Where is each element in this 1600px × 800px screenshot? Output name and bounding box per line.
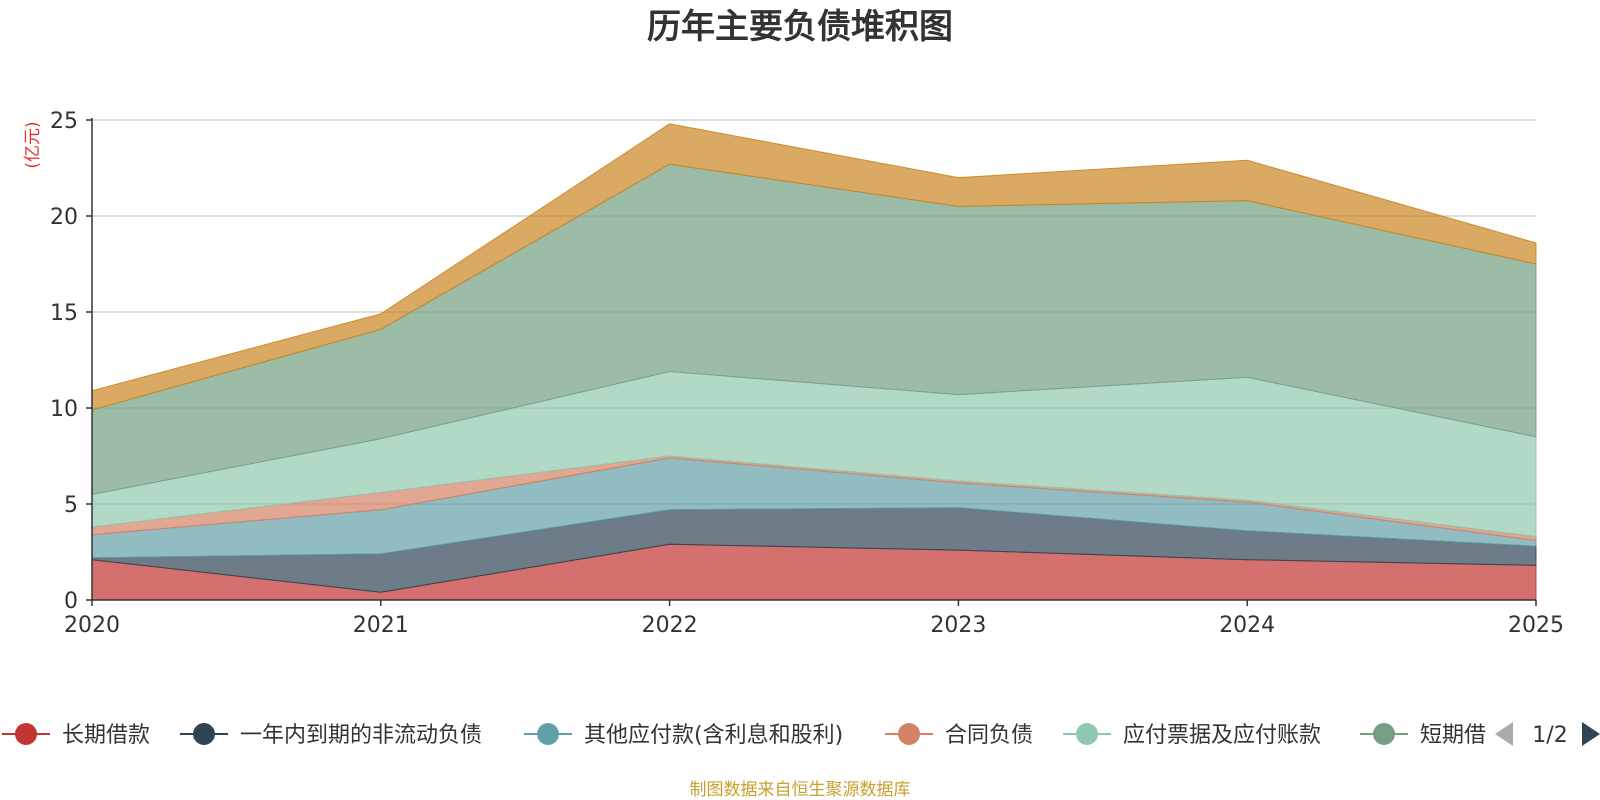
legend-marker-4 <box>1076 723 1098 745</box>
legend-marker-5 <box>1373 723 1395 745</box>
legend-item-1[interactable]: 一年内到期的非流动负债 <box>180 723 482 748</box>
legend-item-5[interactable]: 短期借 <box>1360 723 1486 748</box>
legend: 长期借款 一年内到期的非流动负债 其他应付款(含利息和股利) 合同负债 应付票据及应付账… <box>2 722 1600 748</box>
legend-item-3[interactable]: 合同负债 <box>885 723 1033 748</box>
y-tick-label-5: 5 <box>64 493 78 518</box>
y-tick-label-0: 0 <box>64 589 78 614</box>
legend-prev-page-icon[interactable] <box>1495 722 1513 746</box>
x-tick-label-2025: 2025 <box>1508 613 1564 638</box>
source-note: 制图数据来自恒生聚源数据库 <box>690 780 911 800</box>
legend-item-0[interactable]: 长期借款 <box>2 723 150 748</box>
legend-next-page-icon[interactable] <box>1582 722 1600 746</box>
x-tick-label-2021: 2021 <box>353 613 409 638</box>
legend-label-0: 长期借款 <box>62 723 150 748</box>
chart-title: 历年主要负债堆积图 <box>647 7 953 47</box>
x-tick-label-2024: 2024 <box>1219 613 1275 638</box>
x-tick-label-2023: 2023 <box>930 613 986 638</box>
series-areas <box>91 123 1537 601</box>
legend-label-5: 短期借 <box>1420 723 1486 748</box>
legend-label-2: 其他应付款(含利息和股利) <box>584 723 843 748</box>
y-axis-unit: (亿元) <box>23 121 43 168</box>
legend-marker-3 <box>898 723 920 745</box>
y-tick-label-20: 20 <box>50 205 78 230</box>
legend-label-3: 合同负债 <box>945 723 1033 748</box>
legend-marker-0 <box>15 723 37 745</box>
legend-item-4[interactable]: 应付票据及应付账款 <box>1063 723 1321 748</box>
y-tick-label-25: 25 <box>50 109 78 134</box>
legend-item-2[interactable]: 其他应付款(含利息和股利) <box>524 723 843 748</box>
y-tick-label-15: 15 <box>50 301 78 326</box>
legend-page-indicator: 1/2 <box>1532 723 1567 748</box>
legend-label-1: 一年内到期的非流动负债 <box>240 723 482 748</box>
y-tick-label-10: 10 <box>50 397 78 422</box>
legend-marker-2 <box>537 723 559 745</box>
x-tick-label-2022: 2022 <box>642 613 698 638</box>
x-tick-label-2020: 2020 <box>64 613 120 638</box>
area-series-6 <box>91 123 1537 411</box>
legend-marker-1 <box>193 723 215 745</box>
legend-label-4: 应付票据及应付账款 <box>1123 723 1321 748</box>
